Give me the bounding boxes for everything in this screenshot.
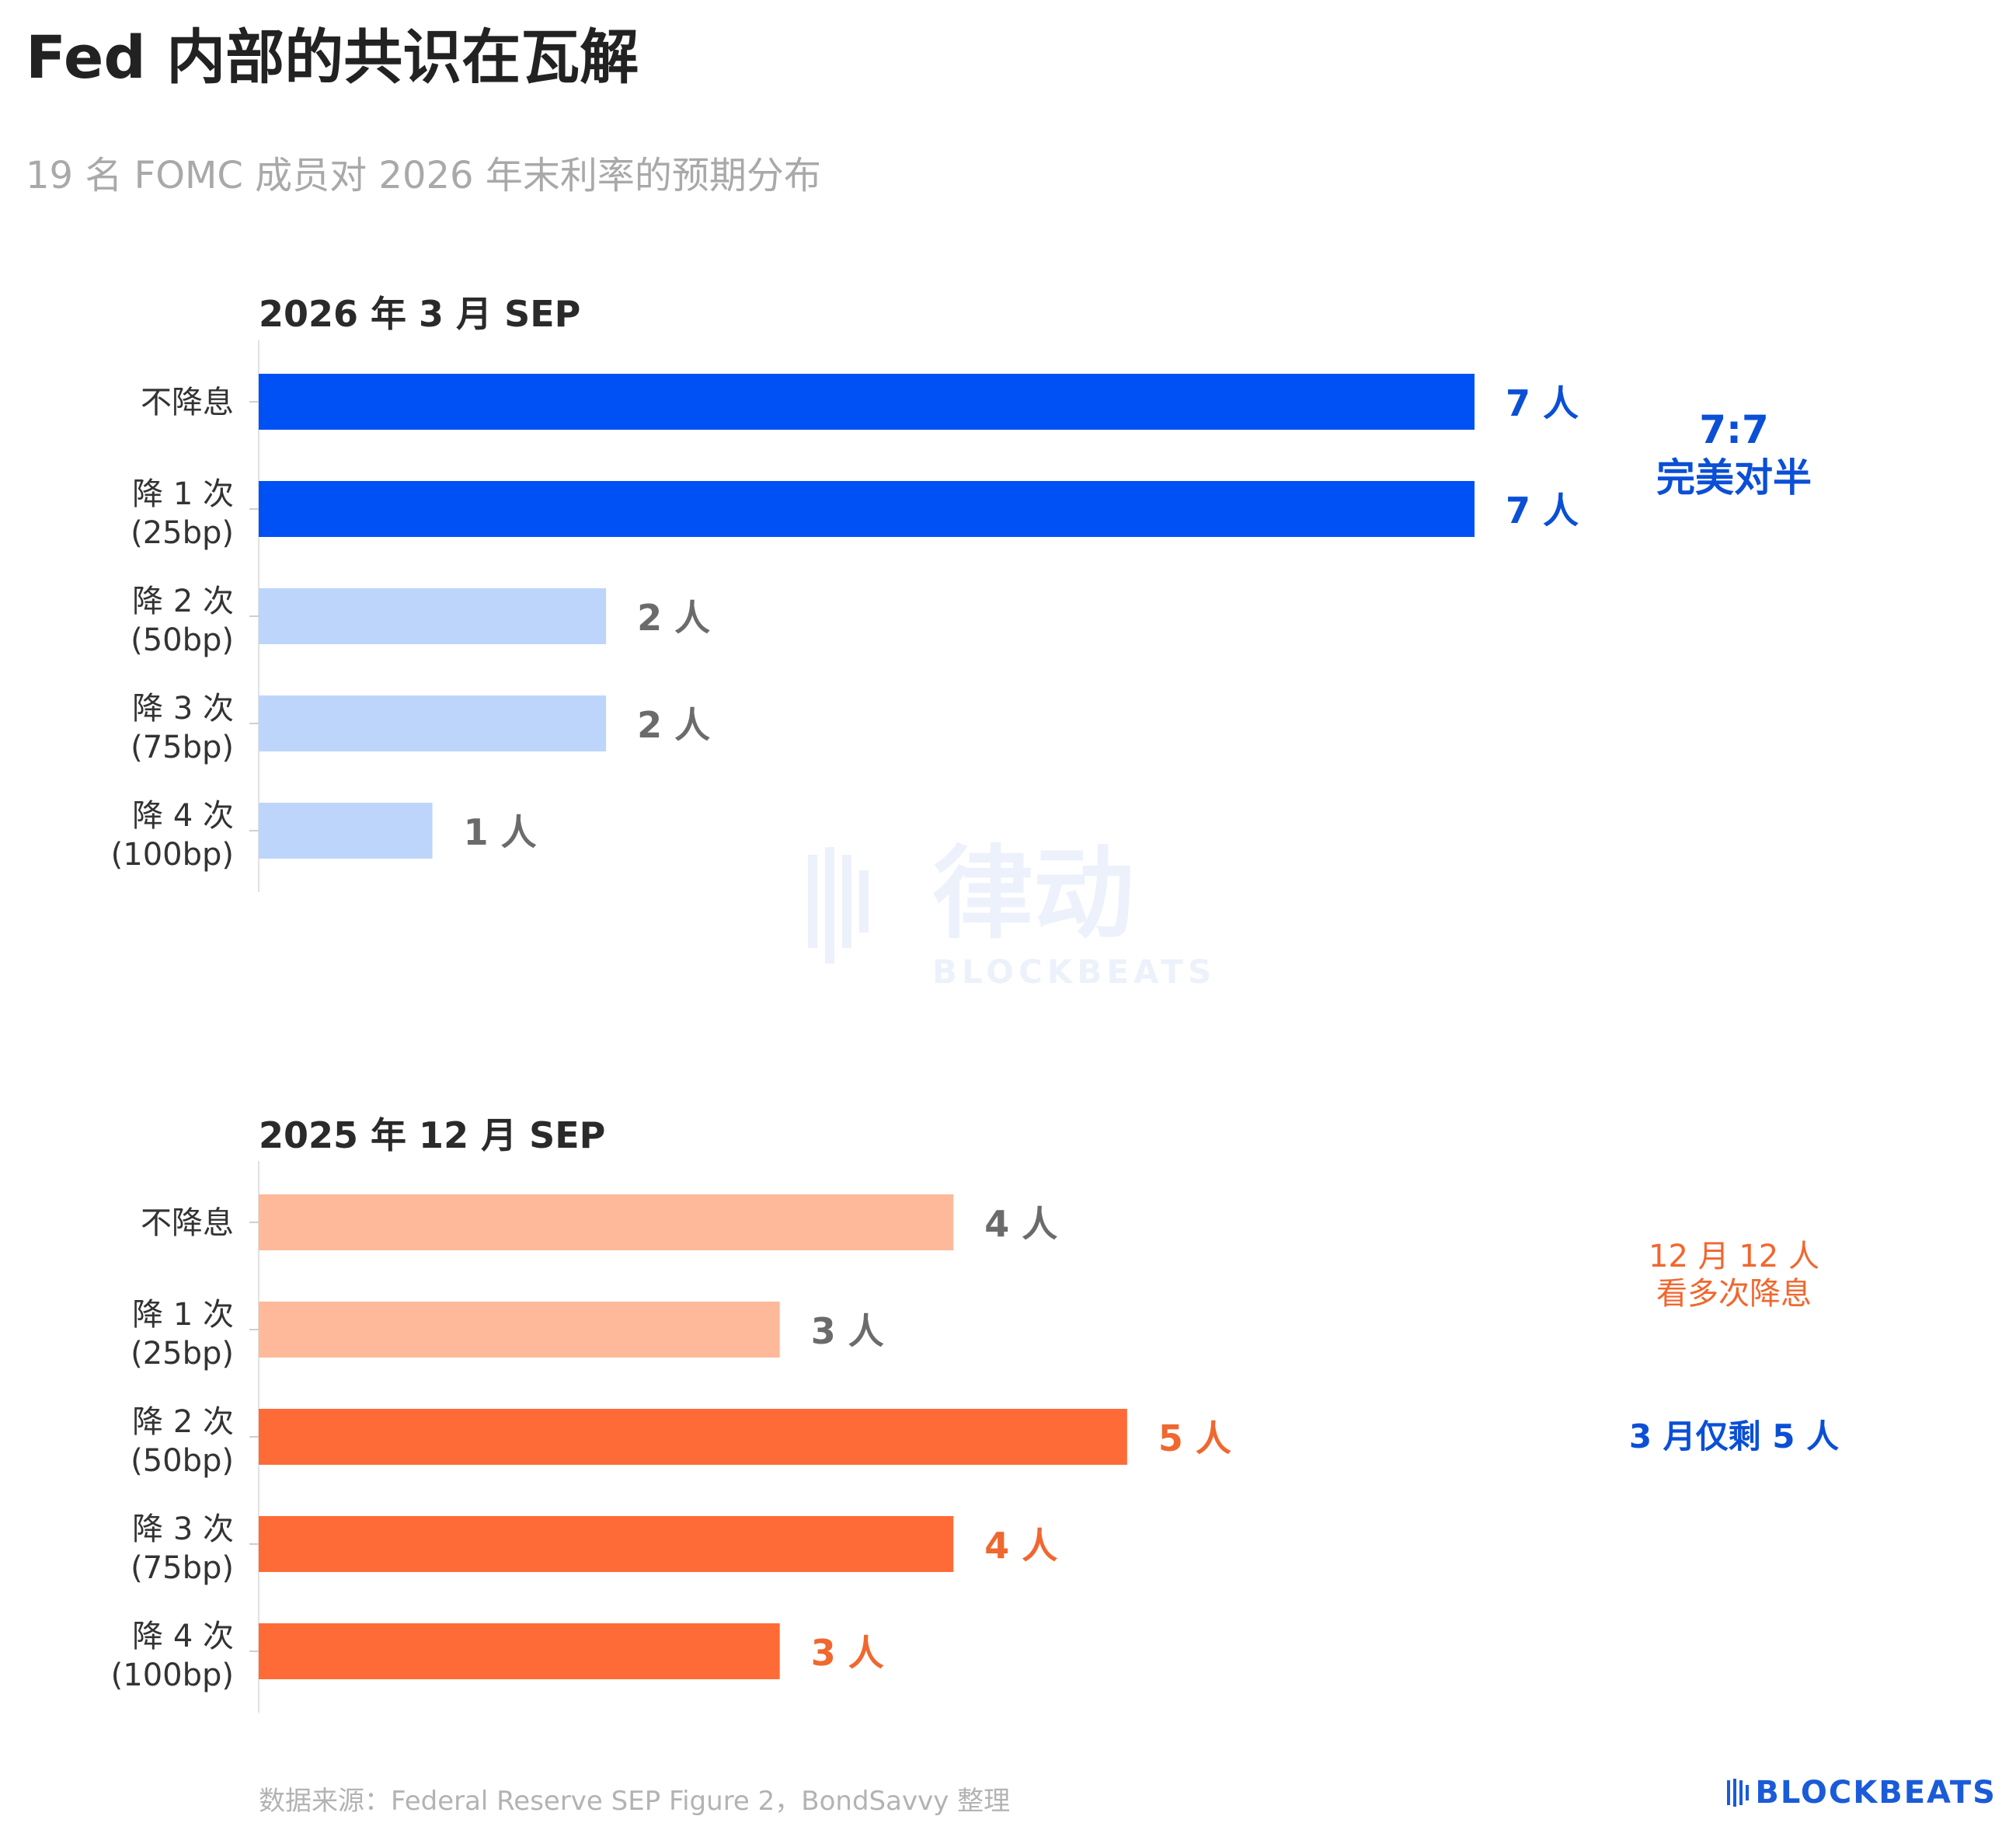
chart-0-title: 2026 年 3 月 SEP (259, 293, 580, 335)
chart-0-bar-2 (259, 588, 607, 644)
chart-1-value-label-0: 4 人 (984, 1203, 1057, 1245)
chart-0-bar-4 (259, 803, 433, 859)
chart-0-value-label-1: 7 人 (1506, 490, 1579, 532)
chart-0-value-label-0: 7 人 (1506, 382, 1579, 424)
chart-0-bar-1 (259, 481, 1475, 537)
chart-1-category-label-4: (100bp) (111, 1657, 234, 1693)
chart-0-category-label-4: (100bp) (111, 837, 234, 873)
annotation-orange-1: 看多次降息 (1656, 1276, 1812, 1312)
chart-1-category-label-2: (50bp) (131, 1443, 234, 1479)
annotation-orange-0: 12 月 12 人 (1649, 1239, 1819, 1274)
chart-1-value-label-2: 5 人 (1158, 1417, 1231, 1459)
chart-1-title: 2025 年 12 月 SEP (259, 1114, 605, 1156)
chart-0-category-label-3: 降 3 次 (132, 691, 234, 727)
blockbeats-mark-icon (1727, 1779, 1750, 1807)
chart-1-category-label-0: 不降息 (141, 1205, 234, 1241)
chart-1-category-label-3: 降 3 次 (132, 1511, 234, 1547)
chart-1-category-label-4: 降 4 次 (132, 1619, 234, 1654)
chart-0-category-label-0: 不降息 (141, 385, 234, 420)
source-note: 数据来源：Federal Reserve SEP Figure 2，BondSa… (259, 1786, 1011, 1817)
chart-0-bar-3 (259, 695, 607, 751)
chart-1-bar-2 (259, 1409, 1127, 1465)
chart-1-category-label-1: (25bp) (131, 1336, 234, 1372)
chart-1-value-label-4: 3 人 (811, 1632, 884, 1674)
chart-0-value-label-3: 2 人 (637, 704, 710, 746)
chart-0-value-label-4: 1 人 (464, 811, 537, 853)
chart-1-bar-0 (259, 1194, 954, 1250)
chart-0-category-label-3: (75bp) (131, 730, 234, 765)
logo-text: BLOCKBEATS (1755, 1775, 1997, 1811)
chart-0-category-label-1: 降 1 次 (132, 476, 234, 512)
chart-1-bar-3 (259, 1516, 954, 1572)
chart-1-value-label-1: 3 人 (811, 1310, 884, 1352)
blockbeats-logo: BLOCKBEATS (1727, 1775, 1997, 1811)
annotation-blue-0: 7:7 (1699, 407, 1769, 452)
chart-1-category-label-1: 降 1 次 (132, 1297, 234, 1333)
chart-1-category-label-3: (75bp) (131, 1550, 234, 1586)
chart-0-category-label-2: (50bp) (131, 622, 234, 658)
chart-1-category-label-2: 降 2 次 (132, 1404, 234, 1440)
chart-0-category-label-4: 降 4 次 (132, 798, 234, 834)
annotation-blue-bottom-0: 3 月仅剩 5 人 (1629, 1417, 1839, 1455)
chart-0-value-label-2: 2 人 (637, 597, 710, 639)
annotation-blue-1: 完美对半 (1656, 455, 1812, 500)
watermark-en: BLOCKBEATS (932, 953, 1212, 991)
chart-0-category-label-2: 降 2 次 (132, 584, 234, 619)
page-title: Fed 内部的共识在瓦解 (26, 23, 639, 92)
chart-1-value-label-3: 4 人 (984, 1525, 1057, 1567)
chart-0-bar-0 (259, 374, 1475, 430)
chart-1-bar-1 (259, 1302, 780, 1358)
chart-1-bar-4 (259, 1623, 780, 1679)
chart-0-category-label-1: (25bp) (131, 515, 234, 551)
watermark-cn: 律动 (932, 839, 1134, 953)
page-subtitle: 19 名 FOMC 成员对 2026 年末利率的预期分布 (26, 154, 821, 197)
watermark: 律动 BLOCKBEATS (808, 839, 1212, 991)
